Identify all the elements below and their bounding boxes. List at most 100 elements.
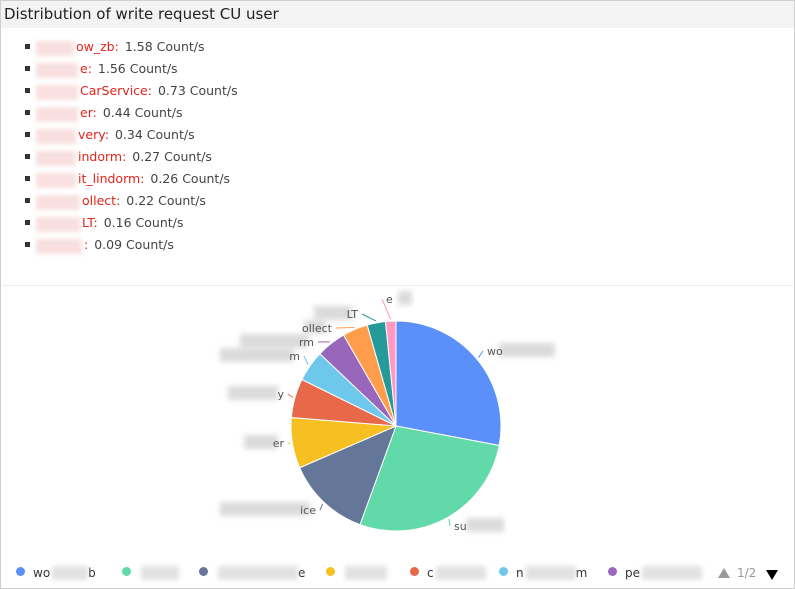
slice-label: m	[289, 350, 300, 363]
summary-name: very	[78, 127, 105, 142]
summary-item: er: 0.44 Count/s	[25, 103, 238, 125]
redacted-mask	[525, 565, 576, 580]
slice-label: rm	[299, 336, 314, 349]
slice-label: ollect	[302, 322, 333, 335]
summary-name: CarService	[80, 83, 148, 98]
redacted-mask	[36, 129, 76, 144]
summary-item: LT: 0.16 Count/s	[25, 213, 238, 235]
summary-item: very: 0.34 Count/s	[25, 125, 238, 147]
legend-label: b	[88, 565, 96, 580]
slice-label: wo	[487, 345, 503, 358]
slice-label: er	[273, 437, 285, 450]
redacted-mask	[304, 320, 326, 334]
summary-value: 0.34 Count/s	[114, 127, 195, 142]
summary-value: 0.16 Count/s	[103, 215, 184, 230]
legend-swatch	[16, 567, 25, 576]
legend-swatch	[122, 567, 131, 576]
bullet-icon	[25, 198, 30, 203]
summary-item: CarService: 0.73 Count/s	[25, 81, 238, 103]
slice-label: LT	[347, 308, 359, 321]
summary-list: ow_zb: 1.58 Count/s e: 1.56 Count/s CarSer…	[25, 37, 238, 257]
bullet-icon	[25, 88, 30, 93]
slice-label: y	[277, 388, 284, 401]
bullet-icon	[25, 154, 30, 159]
legend-swatch	[499, 567, 508, 576]
bullet-icon	[25, 44, 30, 49]
summary-value: 1.56 Count/s	[97, 61, 178, 76]
summary-name: indorm	[78, 149, 123, 164]
redacted-mask	[36, 151, 76, 166]
panel-header: Distribution of write request CU user	[1, 1, 794, 28]
legend-label: m	[575, 565, 588, 580]
summary-value: 0.73 Count/s	[157, 83, 238, 98]
legend-item[interactable]	[326, 565, 387, 580]
legend-label: n	[516, 565, 524, 580]
leader-line	[335, 327, 355, 329]
summary-item: indorm: 0.27 Count/s	[25, 147, 238, 169]
legend-item[interactable]: e	[199, 565, 305, 580]
redacted-mask	[240, 334, 308, 348]
summary-value: 0.09 Count/s	[94, 237, 174, 252]
panel-title: Distribution of write request CU user	[4, 5, 279, 23]
redacted-mask	[220, 348, 294, 362]
legend-label: pe	[625, 565, 640, 580]
legend-swatch	[199, 567, 208, 576]
legend-item[interactable]: pe	[608, 565, 702, 580]
legend-swatch	[410, 567, 419, 576]
page-up-icon[interactable]	[718, 568, 730, 578]
redacted-mask	[314, 306, 352, 320]
redacted-mask	[499, 343, 555, 357]
bullet-icon	[25, 176, 30, 181]
legend-swatch	[608, 567, 617, 576]
redacted-mask	[228, 386, 278, 400]
legend-label: e	[298, 565, 306, 580]
redacted-mask	[36, 195, 80, 210]
divider	[2, 285, 793, 286]
legend-item[interactable]	[122, 565, 179, 580]
legend-item[interactable]: wo b	[16, 565, 96, 580]
leader-line	[303, 355, 309, 366]
summary-value: 0.44 Count/s	[102, 105, 183, 120]
summary-value: 0.27 Count/s	[132, 149, 212, 164]
bullet-icon	[25, 110, 30, 115]
summary-name: er	[80, 105, 93, 120]
legend-label: c	[427, 565, 434, 580]
summary-name: it_lindorm	[78, 171, 141, 186]
page-down-icon[interactable]	[766, 570, 778, 580]
pie-slice[interactable]	[384, 320, 397, 427]
summary-name: ollect	[82, 193, 117, 208]
leader-line	[287, 393, 294, 398]
slice-label: su	[454, 520, 467, 533]
bullet-icon	[25, 220, 30, 225]
redacted-mask	[345, 565, 387, 580]
pie-slice[interactable]	[298, 425, 397, 526]
redacted-mask	[141, 565, 179, 580]
redacted-mask	[220, 502, 310, 516]
redacted-mask	[398, 291, 412, 305]
pie-slice[interactable]	[359, 425, 500, 532]
bullet-icon	[25, 242, 30, 247]
redacted-mask	[36, 63, 78, 78]
redacted-mask	[244, 435, 278, 449]
leader-line	[319, 503, 324, 511]
redacted-mask	[36, 107, 78, 122]
legend-item[interactable]: c	[410, 565, 486, 580]
leader-line	[448, 518, 451, 527]
summary-value: 1.58 Count/s	[124, 39, 205, 54]
summary-item: it_lindorm: 0.26 Count/s	[25, 169, 238, 191]
bullet-icon	[25, 66, 30, 71]
slice-label: e	[386, 293, 393, 306]
redacted-mask	[36, 173, 76, 188]
redacted-mask	[218, 565, 298, 580]
summary-value: 0.22 Count/s	[126, 193, 206, 208]
summary-name: ow_zb	[76, 39, 115, 54]
pie-slice[interactable]	[395, 320, 502, 447]
pager-text: 1/2	[737, 566, 757, 580]
slice-label: ice	[300, 504, 316, 517]
summary-name: LT	[82, 215, 94, 230]
bullet-icon	[25, 132, 30, 137]
redacted-mask	[36, 85, 78, 100]
legend-swatch	[326, 567, 335, 576]
